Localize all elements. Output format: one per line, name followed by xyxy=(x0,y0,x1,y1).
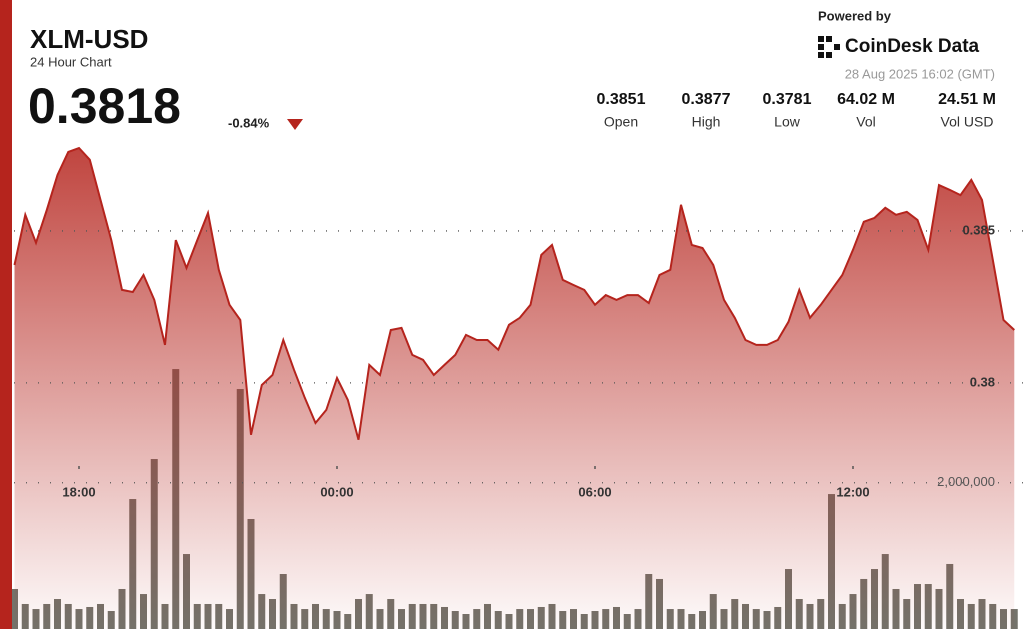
x-tick-label: 18:00 xyxy=(62,484,95,499)
price-line xyxy=(13,146,1015,440)
powered-by: Powered by xyxy=(818,8,892,23)
stat-value: 64.02 M xyxy=(837,91,895,108)
header: XLM-USD 24 Hour Chart 0.3818 -0.84% Powe… xyxy=(28,8,996,134)
x-tick-label: 00:00 xyxy=(320,484,353,499)
down-arrow xyxy=(287,119,303,130)
timestamp: 28 Aug 2025 16:02 (GMT) xyxy=(845,66,995,81)
logo-icon xyxy=(818,36,840,58)
x-tick-label: 06:00 xyxy=(578,484,611,499)
stat-label: Vol xyxy=(856,114,875,130)
change: -0.84% xyxy=(228,115,270,130)
subtitle: 24 Hour Chart xyxy=(30,54,112,69)
accent-bar xyxy=(0,0,12,629)
y-tick-label: 0.38 xyxy=(970,374,995,389)
stat-value: 24.51 M xyxy=(938,91,996,108)
price-area xyxy=(14,148,1015,629)
symbol: XLM-USD xyxy=(30,24,148,54)
x-tick-label: 12:00 xyxy=(836,484,869,499)
plot: 0.385 0.38 2,000,000 18:00 00:00 06:00 12:00 xyxy=(11,146,1024,629)
y2-tick-label: 2,000,000 xyxy=(937,474,995,489)
stat-value: 0.3781 xyxy=(763,91,812,108)
stat-value: 0.3851 xyxy=(597,91,646,108)
brand: CoinDesk Data xyxy=(845,36,980,57)
stat-label: High xyxy=(692,114,721,130)
stat-value: 0.3877 xyxy=(682,91,731,108)
stat-label: Open xyxy=(604,114,638,130)
stat-label: Low xyxy=(774,114,801,130)
y-tick-label: 0.385 xyxy=(962,222,995,237)
price: 0.3818 xyxy=(28,78,181,134)
stat-label: Vol USD xyxy=(941,114,994,130)
